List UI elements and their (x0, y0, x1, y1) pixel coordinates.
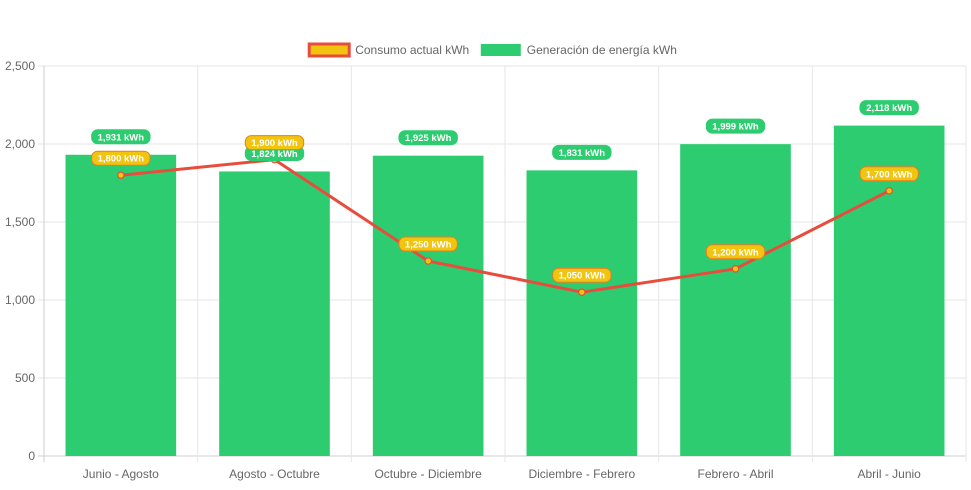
data-label-bg (244, 135, 305, 151)
x-tick-label: Octubre - Diciembre (374, 467, 482, 481)
y-tick-label: 1,500 (5, 215, 35, 229)
data-label: 1,831 kWh (559, 148, 606, 159)
y-tick-label: 2,000 (5, 137, 35, 151)
y-tick-label: 0 (28, 449, 35, 463)
y-tick-label: 1,000 (5, 293, 35, 307)
line-point (578, 288, 586, 297)
line-point (731, 264, 740, 273)
data-label-bg (552, 144, 612, 160)
legend: Consumo actual kWh Generación de energía … (307, 42, 677, 58)
data-label: 1,800 kWh (98, 154, 145, 165)
bar (680, 144, 791, 456)
x-tick-label: Junio - Agosto (83, 467, 159, 481)
bar (65, 154, 177, 456)
data-label: 1,931 kWh (98, 132, 145, 143)
bar (526, 170, 638, 456)
legend-swatch (307, 42, 351, 58)
legend-swatch (480, 44, 521, 56)
data-label: 1,700 kWh (866, 169, 913, 180)
legend-label: Consumo actual kWh (355, 43, 469, 57)
line-point (117, 171, 125, 180)
data-label-bg (91, 129, 151, 145)
bar-layer (65, 125, 945, 456)
data-label: 2,118 kWh (866, 103, 912, 114)
legend-label: Generación de energía kWh (527, 43, 677, 57)
axis-layer: 0 500 1,000 1,500 2,000 2,500 Junio - Agosto Ag… (5, 59, 921, 481)
data-label-bg (398, 130, 458, 146)
data-label: 1,200 kWh (712, 247, 759, 258)
line-point (885, 187, 893, 195)
data-label-bg (705, 244, 766, 260)
data-label: 1,925 kWh (405, 133, 452, 144)
y-tick-label: 2,500 (5, 59, 35, 73)
data-label-bg (859, 166, 919, 182)
data-label: 1,900 kWh (251, 138, 298, 149)
data-label-bg (859, 100, 919, 116)
data-label: 1,999 kWh (712, 122, 759, 133)
x-tick-label: Febrero - Abril (697, 467, 773, 481)
data-label: 1,050 kWh (559, 271, 606, 282)
data-label-bg (552, 267, 612, 283)
label-layer: 1,931 kWh 1,824 kWh 1,925 kWh 1,831 kWh 1,99… (91, 100, 919, 283)
data-label-bg (91, 150, 151, 166)
data-label-bg (705, 118, 766, 134)
bar (372, 155, 484, 456)
x-tick-label: Agosto - Octubre (229, 467, 320, 481)
data-label: 1,824 kWh (251, 149, 298, 160)
y-tick-label: 500 (15, 371, 35, 385)
data-label: 1,250 kWh (405, 240, 452, 251)
bar (219, 171, 330, 456)
grid-layer (38, 65, 967, 462)
x-tick-label: Abril - Junio (857, 467, 921, 481)
x-tick-label: Diciembre - Febrero (528, 467, 635, 481)
data-label-bg (398, 236, 458, 252)
line-point (424, 257, 432, 265)
